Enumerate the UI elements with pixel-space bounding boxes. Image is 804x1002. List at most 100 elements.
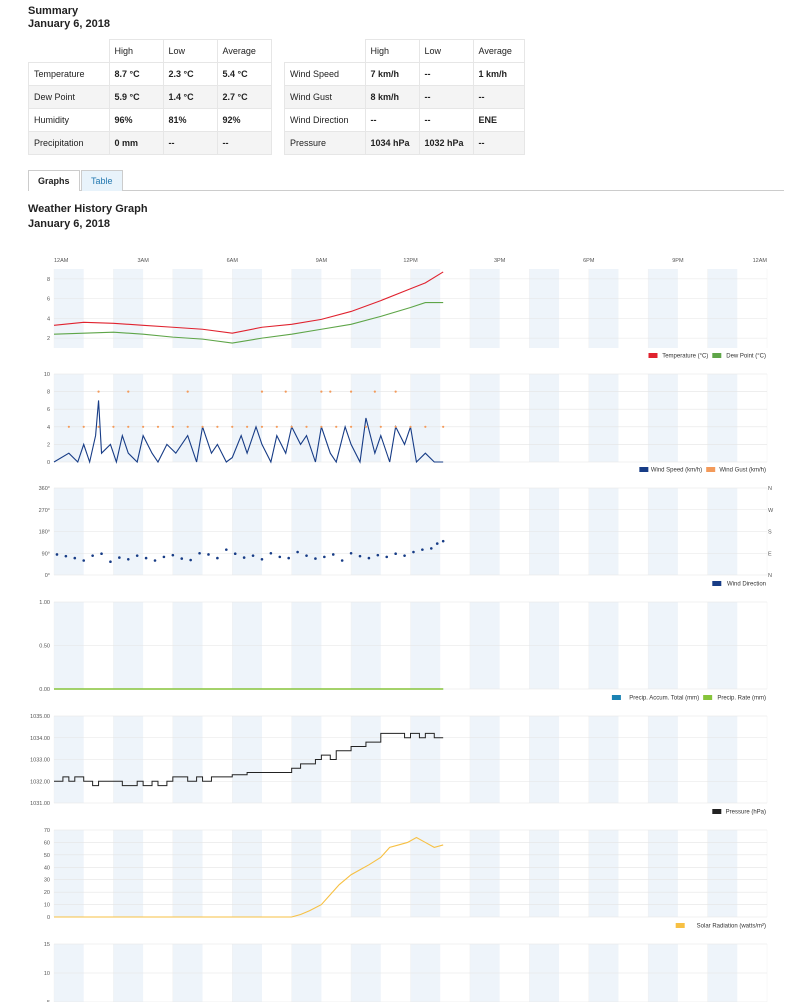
legend-label: Temperature (°C)	[662, 354, 708, 360]
data-point	[441, 539, 445, 543]
data-point	[429, 547, 433, 550]
legend-label: Dew Point (°C)	[726, 354, 766, 360]
data-point	[189, 558, 192, 562]
y-tick-label: 360°	[39, 486, 50, 492]
hour-band	[588, 269, 619, 348]
hour-band	[410, 374, 441, 462]
x-tick-label: 6AM	[227, 258, 239, 264]
data-point	[118, 556, 121, 559]
x-tick-label: 12AM	[753, 258, 768, 264]
data-point	[242, 556, 246, 559]
series-line	[54, 836, 444, 918]
table-row: Humidity 96% 81% 92%	[28, 108, 272, 132]
cell-value: 0 mm	[108, 131, 164, 155]
tab-table[interactable]: Table	[81, 170, 123, 191]
legend-label: Precip. Rate (mm)	[717, 696, 766, 702]
y-tick-label-right: W	[768, 508, 774, 514]
data-point	[112, 425, 115, 428]
x-tick-label: 12AM	[54, 258, 69, 264]
y-tick-label: 6	[47, 407, 50, 413]
data-point	[260, 390, 264, 393]
legend-swatch	[639, 467, 649, 472]
legend-swatch	[712, 809, 722, 814]
data-point	[225, 548, 228, 551]
y-tick-label: 1032.00	[30, 779, 50, 785]
cell-value: 8 km/h	[364, 85, 420, 109]
hour-band	[410, 269, 441, 348]
data-point	[73, 556, 77, 560]
data-point	[278, 555, 282, 559]
table-row: Wind Speed 7 km/h -- 1 km/h	[284, 62, 525, 86]
data-point	[349, 425, 353, 428]
data-point	[231, 425, 234, 428]
summary-table-right: High Low Average Wind Speed 7 km/h -- 1 km/h Wi…	[284, 39, 525, 155]
cell-value: --	[472, 131, 525, 155]
data-point	[67, 425, 70, 428]
data-point	[376, 553, 380, 557]
hour-band	[351, 830, 381, 917]
data-point	[394, 552, 397, 556]
data-point	[207, 553, 210, 556]
hour-band	[232, 374, 262, 462]
hour-band	[707, 830, 738, 917]
y-tick-label: 0	[47, 460, 50, 466]
data-point	[135, 554, 139, 557]
data-point	[296, 550, 299, 554]
data-point	[394, 425, 397, 428]
table-header: Average	[472, 39, 525, 63]
y-tick-label: 8	[47, 390, 50, 396]
data-point	[305, 425, 308, 428]
y-tick-label: 0.00	[39, 687, 50, 693]
legend-label: Pressure (hPa)	[726, 810, 766, 816]
legend-swatch	[675, 923, 685, 928]
data-point	[186, 425, 189, 428]
row-label: Wind Speed	[284, 62, 366, 86]
hour-band	[172, 374, 203, 462]
data-point	[142, 425, 145, 428]
data-point	[358, 554, 362, 558]
y-tick-label: 0°	[45, 573, 50, 579]
series-line	[53, 400, 444, 465]
data-point	[216, 556, 219, 560]
cell-value: 2.7 °C	[216, 85, 272, 109]
x-tick-label: 9PM	[672, 258, 684, 264]
x-tick-label: 9AM	[316, 258, 328, 264]
data-point	[55, 553, 59, 556]
hour-band	[54, 269, 84, 348]
cell-value: ENE	[472, 108, 525, 132]
series-line	[53, 271, 444, 334]
legend-label: Solar Radiation (watts/m²)	[697, 924, 766, 930]
y-tick-label: 4	[47, 316, 50, 322]
y-tick-label: 1031.00	[30, 801, 50, 807]
hour-band	[588, 374, 619, 462]
hour-band	[172, 830, 203, 917]
legend-swatch	[648, 353, 658, 358]
y-tick-label: 270°	[39, 508, 50, 514]
cell-value: 1 km/h	[472, 62, 525, 86]
y-tick-label: 30	[44, 878, 50, 884]
data-point	[64, 554, 68, 558]
y-tick-label-right: E	[768, 551, 772, 557]
cell-value: --	[472, 85, 525, 109]
hour-band	[707, 269, 738, 348]
data-point	[340, 559, 344, 562]
data-point	[198, 551, 201, 555]
table-header: Low	[162, 39, 218, 63]
hour-band	[113, 830, 144, 917]
legend-swatch	[706, 467, 716, 472]
hour-band	[469, 269, 500, 348]
y-tick-label: 8	[47, 277, 50, 283]
data-point	[100, 552, 103, 556]
tab-graphs[interactable]: Graphs	[28, 170, 80, 191]
row-label: Pressure	[284, 131, 366, 155]
y-tick-label-right: N	[768, 486, 772, 492]
data-point	[127, 390, 130, 393]
summary-title: Summary	[28, 5, 79, 17]
data-point	[233, 552, 237, 556]
data-point	[349, 551, 353, 555]
data-point	[260, 425, 264, 428]
data-point	[394, 390, 397, 393]
legend-label: Wind Speed (km/h)	[651, 468, 702, 474]
summary-date: January 6, 2018	[28, 18, 110, 30]
data-point	[442, 425, 445, 428]
